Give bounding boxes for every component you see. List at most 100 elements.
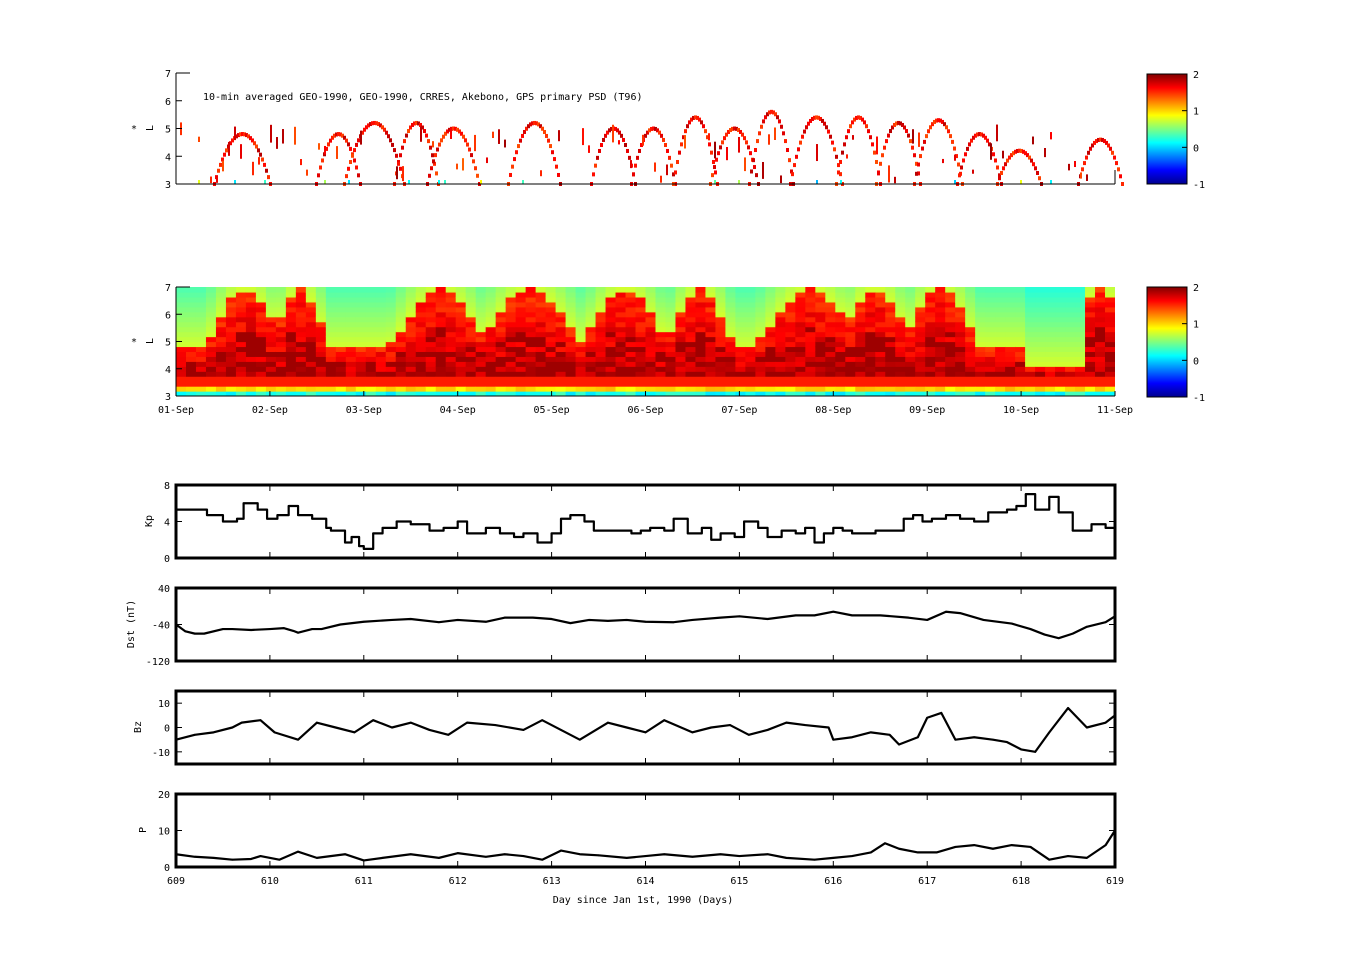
- psd-reanalysis-cell: [255, 301, 267, 308]
- psd-reanalysis-cell: [805, 321, 816, 328]
- psd-reanalysis-cell: [825, 341, 836, 348]
- psd-reanalysis-cell: [1075, 386, 1086, 392]
- psd-reanalysis-cell: [665, 326, 677, 333]
- psd-reanalysis-cell: [395, 346, 407, 353]
- psd-reanalysis-cell: [815, 311, 826, 318]
- psd-reanalysis-cell: [855, 306, 866, 313]
- psd-reanalysis-cell: [395, 336, 407, 343]
- psd-obs-track-cell: [970, 138, 973, 143]
- psd-reanalysis-cell: [1055, 336, 1066, 343]
- pressure-data-point: [231, 858, 234, 861]
- psd-reanalysis-cell: [1105, 291, 1115, 298]
- psd-reanalysis-cell: [935, 371, 946, 377]
- psd-reanalysis-cell: [1085, 301, 1096, 308]
- psd-reanalysis-cell: [895, 366, 906, 372]
- bz-data-point: [466, 721, 468, 724]
- psd-reanalysis-cell: [375, 291, 387, 298]
- psd-reanalysis-cell: [1055, 391, 1066, 396]
- psd-obs-track-cell: [549, 144, 552, 149]
- psd-reanalysis-cell: [205, 291, 217, 298]
- psd-reanalysis-cell: [425, 321, 437, 328]
- psd-reanalysis-cell: [1045, 371, 1056, 377]
- psd-reanalysis-xtick-label: 09-Sep: [909, 405, 945, 416]
- psd-obs-track-cell: [1044, 148, 1046, 158]
- psd-reanalysis-cell: [245, 361, 257, 367]
- psd-reanalysis-cell: [715, 366, 727, 372]
- psd-reanalysis-cell: [805, 361, 816, 367]
- kp-data-point: [973, 520, 976, 523]
- psd-obs-track-cell: [529, 122, 532, 127]
- psd-obs-track-cell: [929, 125, 932, 130]
- psd-reanalysis-cell: [725, 351, 737, 357]
- psd-reanalysis-cell: [465, 351, 477, 357]
- psd-reanalysis-cell: [415, 336, 427, 343]
- psd-reanalysis-cell: [715, 376, 727, 382]
- psd-reanalysis-cell: [545, 296, 557, 303]
- psd-reanalysis-cell: [1035, 386, 1046, 392]
- psd-reanalysis-cell: [235, 311, 247, 318]
- psd-reanalysis-cell: [495, 366, 507, 372]
- psd-obs-track-cell: [666, 164, 668, 176]
- psd-reanalysis-cell: [425, 366, 437, 372]
- psd-reanalysis-cell: [725, 291, 737, 298]
- psd-reanalysis-cell: [485, 321, 497, 328]
- psd-reanalysis-cell: [715, 326, 727, 333]
- psd-reanalysis-cell: [555, 346, 567, 353]
- psd-reanalysis-cell: [695, 376, 707, 382]
- psd-reanalysis-cell: [665, 361, 677, 367]
- psd-obs-colorbar-gradient: [1146, 73, 1188, 185]
- psd-reanalysis-cell: [585, 366, 597, 372]
- psd-reanalysis-cell: [1045, 356, 1056, 362]
- psd-reanalysis-cell: [345, 301, 357, 308]
- psd-reanalysis-cell: [585, 326, 597, 333]
- psd-reanalysis-cell: [885, 391, 896, 396]
- psd-reanalysis-cell: [945, 356, 956, 362]
- psd-reanalysis-cell: [345, 306, 357, 313]
- psd-reanalysis-cell: [365, 336, 377, 343]
- psd-reanalysis-cell: [675, 391, 687, 396]
- psd-reanalysis-cell: [255, 381, 267, 387]
- psd-reanalysis-cell: [775, 361, 786, 367]
- psd-obs-track-cell: [968, 142, 971, 147]
- psd-reanalysis-cell: [205, 316, 217, 323]
- psd-reanalysis-cell: [345, 311, 357, 318]
- psd-obs-track-cell: [960, 165, 963, 170]
- psd-reanalysis-cell: [425, 341, 437, 348]
- psd-obs-track-cell: [1016, 148, 1019, 153]
- psd-reanalysis-cell: [825, 311, 836, 318]
- psd-reanalysis-cell: [695, 341, 707, 348]
- kp-data-point: [874, 529, 877, 532]
- psd-reanalysis-cell: [785, 346, 796, 353]
- psd-reanalysis-cell: [1075, 301, 1086, 308]
- psd-obs-track-cell: [610, 126, 613, 131]
- psd-reanalysis-cell: [395, 366, 407, 372]
- psd-reanalysis-cell: [435, 331, 447, 338]
- psd-obs-track-cell: [492, 131, 494, 139]
- psd-reanalysis-cell: [705, 361, 717, 367]
- psd-reanalysis-cell: [665, 356, 677, 362]
- psd-obs-track-cell: [1026, 153, 1029, 158]
- psd-reanalysis-cell: [795, 336, 806, 343]
- psd-obs-track-cell: [618, 130, 621, 135]
- psd-obs-track-cell: [345, 138, 348, 143]
- psd-reanalysis-cell: [935, 361, 946, 367]
- psd-reanalysis-cell: [435, 291, 447, 298]
- psd-reanalysis-cell: [935, 306, 946, 313]
- psd-reanalysis-cell: [1035, 371, 1046, 377]
- psd-reanalysis-cell: [315, 336, 327, 343]
- psd-reanalysis-cell: [775, 386, 786, 392]
- psd-reanalysis-cell: [745, 381, 756, 387]
- psd-reanalysis-ytick-label: 4: [165, 365, 171, 376]
- psd-obs-track-cell: [456, 163, 458, 170]
- bz-data-point: [1085, 726, 1088, 729]
- psd-obs-track-cell: [472, 159, 475, 164]
- kp-data-point: [719, 532, 722, 535]
- psd-reanalysis-cell: [465, 296, 477, 303]
- psd-reanalysis-cell: [965, 346, 976, 353]
- psd-reanalysis-cell: [485, 361, 497, 367]
- psd-reanalysis-cell: [865, 321, 876, 328]
- psd-reanalysis-cell: [1015, 356, 1026, 362]
- psd-reanalysis-cell: [265, 356, 277, 362]
- psd-reanalysis-cell: [805, 336, 816, 343]
- psd-reanalysis-cell: [225, 306, 237, 313]
